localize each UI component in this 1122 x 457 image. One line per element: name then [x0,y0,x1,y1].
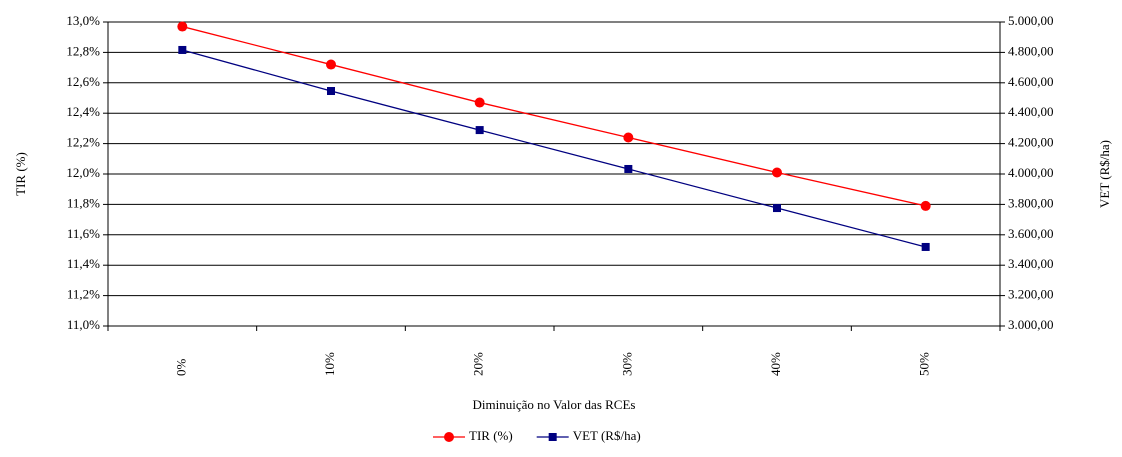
data-point [623,132,634,143]
y-tick-label: 12,4% [66,104,100,119]
y2-tick-label: 3.400,00 [1008,256,1054,271]
data-point [772,167,782,178]
legend-label: VET (R$/ha) [573,428,641,443]
y2-tick-label: 3.000,00 [1008,317,1054,332]
y-tick-label: 13,0% [66,13,100,28]
y2-tick-label: 4.800,00 [1008,43,1054,58]
series-line [182,49,926,248]
x-tick-label: 30% [619,352,634,376]
data-point [624,164,633,173]
y2-tick-label: 3.600,00 [1008,226,1054,241]
data-point [178,45,187,54]
y-tick-label: 11,4% [67,256,100,271]
y-tick-label: 12,8% [66,43,100,58]
data-point [327,87,335,96]
y-tick-label: 11,2% [67,287,100,302]
data-point [177,21,188,32]
x-tick-label: 10% [322,352,337,376]
y-tick-label: 12,0% [66,165,100,180]
y2-axis-title: VET (R$/ha) [1097,140,1112,208]
x-tick-label: 50% [917,352,932,376]
y-tick-label: 11,8% [67,195,100,210]
legend-marker [444,432,454,442]
x-axis-title: Diminuição no Valor das RCEs [473,397,636,412]
x-tick-label: 40% [768,352,783,376]
y-axis-title: TIR (%) [13,152,28,196]
y-tick-label: 11,0% [67,317,100,332]
data-point [475,126,484,135]
y2-tick-label: 4.600,00 [1008,74,1054,89]
y2-tick-label: 5.000,00 [1008,13,1054,28]
y2-tick-label: 3.800,00 [1008,195,1054,210]
series-line [182,25,926,207]
y-tick-label: 11,6% [67,226,100,241]
y2-tick-label: 4.000,00 [1008,165,1054,180]
x-tick-label: 20% [471,352,486,376]
x-tick-label: 0% [173,359,188,377]
y2-tick-label: 4.400,00 [1008,104,1054,119]
data-point [326,59,336,70]
y-tick-label: 12,6% [66,74,100,89]
legend-label: TIR (%) [469,428,513,443]
y2-tick-label: 4.200,00 [1008,135,1054,150]
y-tick-label: 12,2% [66,135,100,150]
data-point [921,242,930,251]
legend-marker [548,433,557,441]
y2-tick-label: 3.200,00 [1008,287,1054,302]
data-point [474,97,485,108]
data-point [773,204,781,213]
data-point [920,200,931,211]
